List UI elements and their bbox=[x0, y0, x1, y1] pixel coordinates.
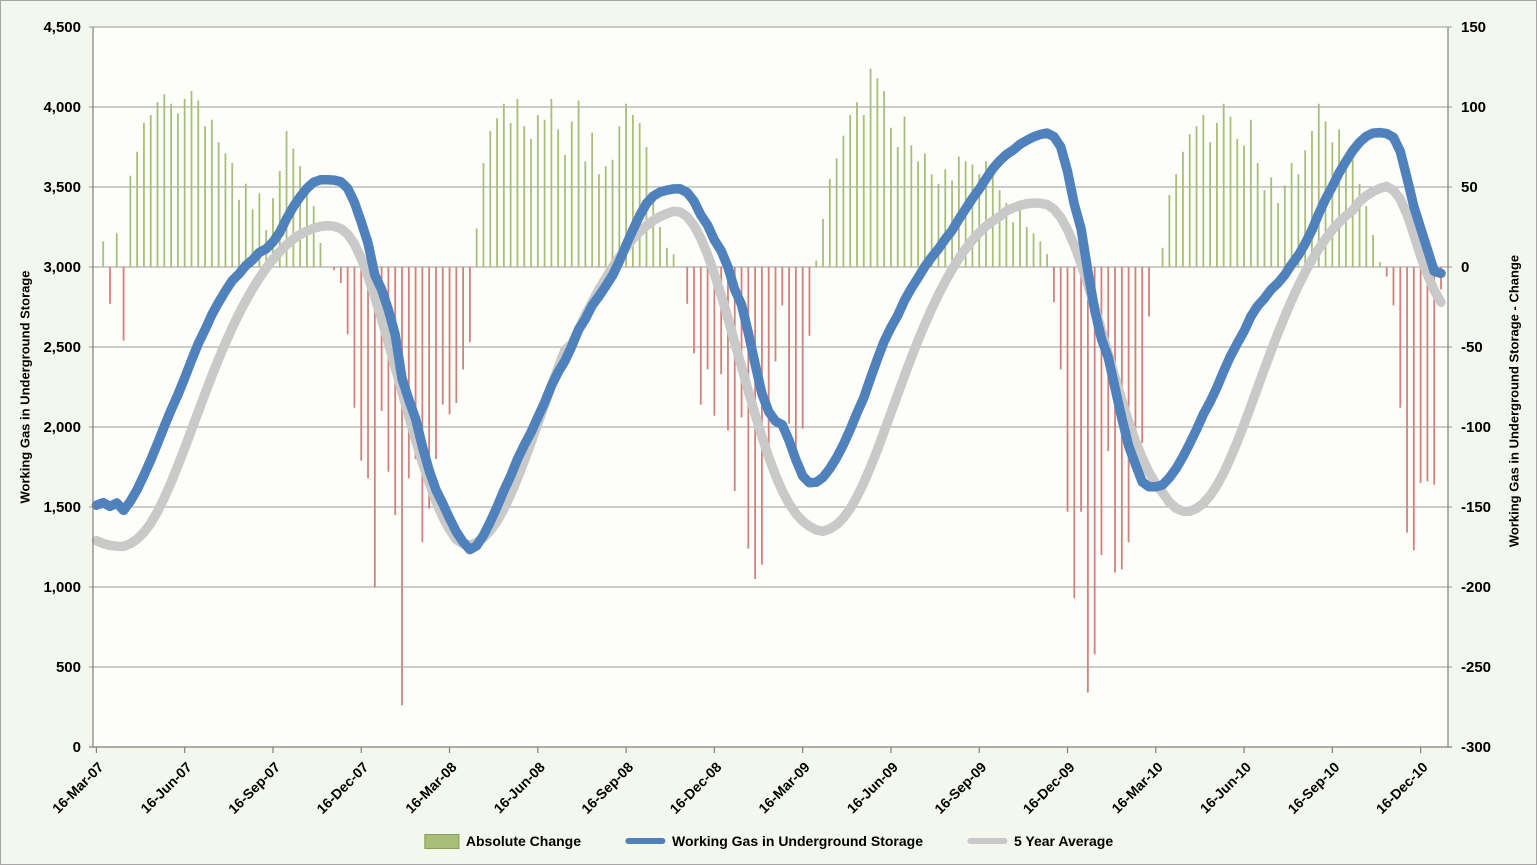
x-axis-tick-label: 16-Sep-09 bbox=[931, 759, 989, 817]
x-axis-tick-label: 16-Mar-09 bbox=[755, 759, 813, 817]
left-axis-tick-label: 0 bbox=[73, 739, 81, 756]
x-axis-tick-label: 16-Dec-08 bbox=[666, 759, 724, 817]
absolute-change-swatch-icon bbox=[423, 833, 459, 849]
x-axis-tick-label: 16-Jun-09 bbox=[844, 759, 902, 817]
x-axis-tick-label: 16-Dec-10 bbox=[1373, 759, 1431, 817]
right-axis-tick-label: -150 bbox=[1461, 499, 1491, 516]
right-axis-tick-label: 0 bbox=[1461, 259, 1469, 276]
x-axis-tick-label: 16-Sep-10 bbox=[1284, 759, 1342, 817]
left-axis-tick-label: 1,500 bbox=[43, 499, 81, 516]
x-axis-tick-label: 16-Mar-08 bbox=[402, 759, 460, 817]
left-axis-tick-label: 4,500 bbox=[43, 19, 81, 36]
left-axis-tick-label: 1,000 bbox=[43, 579, 81, 596]
left-axis-tick-label: 500 bbox=[56, 659, 81, 676]
left-axis-tick-label: 2,500 bbox=[43, 339, 81, 356]
x-axis-tick-label: 16-Dec-07 bbox=[313, 759, 371, 817]
x-axis-tick-label: 16-Jun-07 bbox=[137, 759, 195, 817]
right-axis-tick-label: -50 bbox=[1461, 339, 1483, 356]
working-gas-line-swatch-icon bbox=[625, 838, 666, 844]
left-axis-tick-label: 3,000 bbox=[43, 259, 81, 276]
right-axis-tick-label: 150 bbox=[1461, 19, 1486, 36]
x-axis-ticks: 16-Mar-07 16-Jun-07 16-Sep-07 16-Dec-07 16-M… bbox=[49, 747, 1431, 817]
legend-item-5-year-average: 5 Year Average bbox=[966, 833, 1114, 849]
right-axis-tick-label: -100 bbox=[1461, 419, 1491, 436]
five-year-average-line bbox=[91, 181, 1446, 552]
x-axis-tick-label: 16-Sep-08 bbox=[578, 759, 636, 817]
legend: Absolute Change Working Gas in Undergrou… bbox=[423, 833, 1114, 849]
x-axis-tick-label: 16-Mar-07 bbox=[49, 759, 107, 817]
x-axis-tick-label: 16-Sep-07 bbox=[225, 759, 283, 817]
legend-label-5-year-average: 5 Year Average bbox=[1013, 833, 1114, 849]
legend-label-working-gas: Working Gas in Underground Storage bbox=[672, 833, 923, 849]
left-axis-title: Working Gas in Underground Storage bbox=[17, 270, 33, 504]
axis-lines bbox=[89, 27, 1452, 748]
right-axis-tick-label: -200 bbox=[1461, 579, 1491, 596]
legend-label-absolute-change: Absolute Change bbox=[465, 833, 582, 849]
absolute-change-bars bbox=[102, 68, 1442, 706]
x-axis-tick-label: 16-Mar-10 bbox=[1108, 759, 1166, 817]
x-axis-tick-label: 16-Jun-08 bbox=[490, 759, 548, 817]
five-year-average-swatch-icon bbox=[966, 838, 1007, 844]
x-axis-tick-label: 16-Dec-09 bbox=[1020, 759, 1078, 817]
legend-item-absolute-change: Absolute Change bbox=[423, 833, 582, 849]
legend-item-working-gas: Working Gas in Underground Storage bbox=[625, 833, 923, 849]
left-axis-tick-label: 4,000 bbox=[43, 99, 81, 116]
right-axis-tick-label: 100 bbox=[1461, 99, 1486, 116]
plot-background bbox=[93, 27, 1448, 747]
x-axis-tick-label: 16-Jun-10 bbox=[1197, 759, 1255, 817]
left-axis-tick-label: 3,500 bbox=[43, 179, 81, 196]
right-axis-tick-label: -300 bbox=[1461, 739, 1491, 756]
right-axis-tick-label: -250 bbox=[1461, 659, 1491, 676]
working-gas-storage-line bbox=[91, 127, 1446, 555]
left-axis-tick-label: 2,000 bbox=[43, 419, 81, 436]
right-axis-title: Working Gas in Underground Storage - Cha… bbox=[1506, 254, 1522, 548]
right-axis-tick-label: 50 bbox=[1461, 179, 1478, 196]
